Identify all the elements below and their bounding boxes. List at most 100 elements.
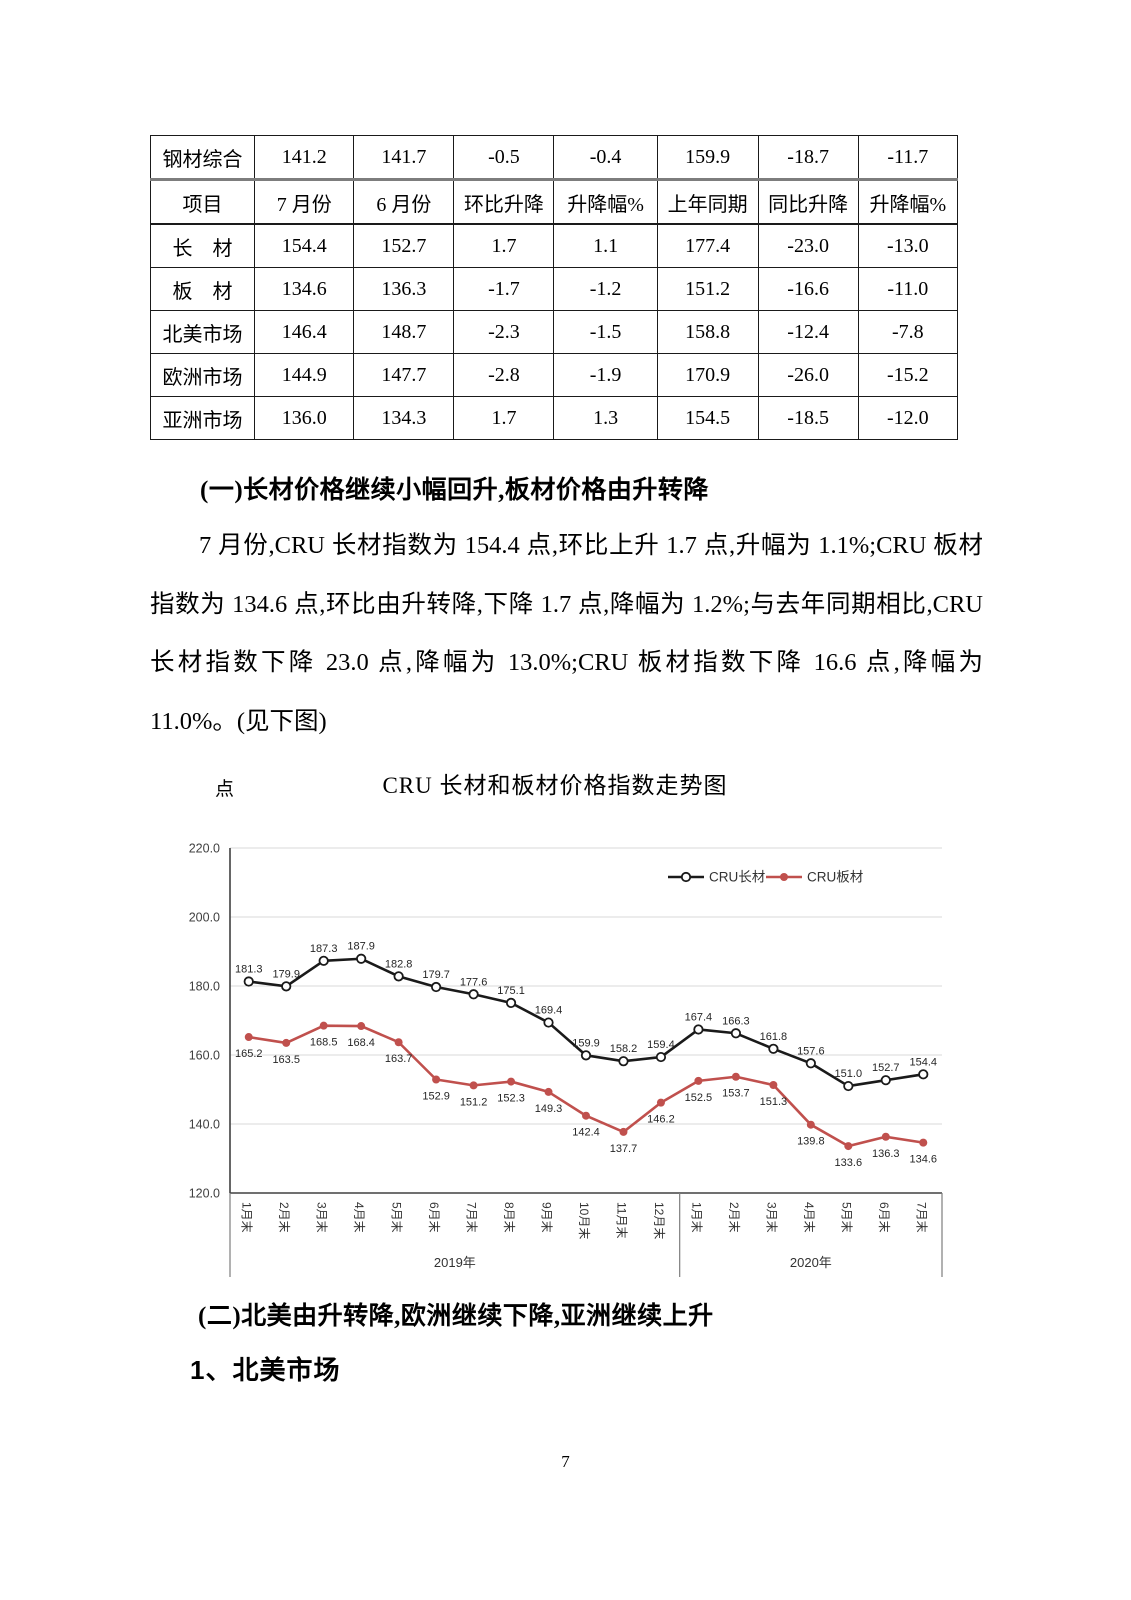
data-point-marker	[656, 1098, 665, 1107]
legend-item-label: CRU板材	[807, 870, 863, 885]
data-label: 187.9	[347, 941, 375, 953]
row-label-cell: 欧洲市场	[149, 353, 256, 397]
data-label: 151.2	[460, 1096, 488, 1108]
value-cell: 141.7	[353, 135, 455, 181]
data-label: 152.3	[497, 1093, 525, 1105]
table-row: 北美市场 146.4 148.7 -2.3 -1.5 158.8 -12.4 -7.8	[149, 310, 959, 354]
data-label: 179.7	[422, 969, 450, 981]
value-cell: 141.2	[254, 135, 355, 181]
table-header-row: 项目 7 月份 6 月份 环比升降 升降幅% 上年同期 同比升降 升降幅%	[149, 179, 959, 225]
data-label: 163.7	[385, 1053, 413, 1065]
trend-chart-svg: 220.0 200.0 180.0 160.0 140.0 120.0 1月末 2月末 3月末 4…	[189, 842, 943, 1277]
value-cell: -12.0	[857, 396, 959, 440]
data-label: 166.3	[722, 1015, 750, 1027]
legend-item-label: CRU长材	[709, 870, 765, 885]
legend-marker-icon	[780, 873, 788, 881]
data-point-marker	[618, 1056, 629, 1067]
data-label: 159.9	[572, 1037, 600, 1049]
data-point-marker	[319, 1021, 328, 1030]
table-row: 亚洲市场 136.0 134.3 1.7 1.3 154.5 -18.5 -12.0	[149, 396, 959, 440]
value-cell: -13.0	[857, 223, 959, 268]
data-point-marker	[918, 1069, 929, 1080]
value-cell: -2.8	[453, 353, 555, 397]
month-tick-label: 4月末	[802, 1202, 816, 1233]
value-cell: 152.7	[353, 223, 455, 268]
y-axis-tick-label: 180.0	[189, 980, 220, 994]
chart-y-unit-label: 点	[215, 779, 235, 800]
value-cell: -11.0	[857, 267, 959, 311]
data-point-marker	[693, 1024, 704, 1035]
value-cell: -0.5	[453, 135, 555, 181]
value-cell: 1.1	[553, 223, 658, 268]
data-point-marker	[243, 976, 254, 987]
chart-header: 点 CRU 长材和板材价格指数走势图	[160, 762, 950, 804]
section-1-paragraph: 7 月份,CRU 长材指数为 154.4 点,环比上升 1.7 点,升幅为 1.…	[150, 532, 983, 735]
section-1-heading: (一)长材价格继续小幅回升,板材价格由升转降	[200, 477, 709, 504]
month-tick-label: 6月末	[427, 1202, 441, 1233]
data-point-marker	[393, 971, 404, 982]
row-label-cell: 北美市场	[149, 310, 256, 354]
data-label: 167.4	[685, 1011, 713, 1023]
value-cell: 环比升降	[453, 179, 555, 225]
row-label-cell: 板 材	[149, 267, 256, 311]
data-label: 134.6	[909, 1154, 937, 1166]
value-cell: 136.3	[353, 267, 455, 311]
value-cell: 134.6	[254, 267, 355, 311]
data-label: 175.1	[497, 985, 525, 997]
value-cell: 134.3	[353, 396, 455, 440]
data-point-marker	[431, 981, 442, 993]
value-cell: -2.3	[453, 310, 555, 354]
row-label-cell: 钢材综合	[149, 135, 256, 181]
value-cell: 148.7	[353, 310, 455, 354]
year-label: 2019年	[434, 1255, 476, 1270]
row-label-cell: 长 材	[149, 223, 256, 268]
price-index-table: 钢材综合 141.2 141.7 -0.5 -0.4 159.9 -18.7 -11.7 项目 7…	[149, 135, 959, 440]
value-cell: 177.4	[656, 223, 759, 268]
data-point-marker	[731, 1072, 740, 1081]
value-cell: -12.4	[757, 310, 859, 354]
month-tick-label: 2月末	[727, 1202, 741, 1233]
data-label: 139.8	[797, 1136, 825, 1148]
data-label: 154.4	[909, 1056, 937, 1068]
data-label: 151.3	[760, 1096, 788, 1108]
value-cell: 1.7	[453, 396, 555, 440]
row-label-cell: 项目	[149, 179, 256, 225]
month-tick-label: 7月末	[914, 1202, 928, 1233]
value-cell: 147.7	[353, 353, 455, 397]
value-cell: 144.9	[254, 353, 355, 397]
data-label: 168.4	[347, 1037, 375, 1049]
value-cell: -16.6	[757, 267, 859, 311]
data-point-marker	[356, 953, 367, 964]
data-label: 163.5	[272, 1054, 300, 1066]
y-axis-tick-label: 160.0	[189, 1049, 220, 1063]
data-point-marker	[468, 989, 479, 1000]
data-point-marker	[843, 1080, 854, 1092]
value-cell: -11.7	[857, 135, 959, 181]
y-axis-tick-label: 140.0	[189, 1118, 220, 1132]
value-cell: 1.7	[453, 223, 555, 268]
data-label: 153.7	[722, 1088, 750, 1100]
data-label: 181.3	[235, 964, 263, 976]
data-point-marker	[281, 981, 292, 992]
table-row: 长 材 154.4 152.7 1.7 1.1 177.4 -23.0 -13.0	[149, 223, 959, 268]
data-point-marker	[919, 1138, 928, 1147]
month-tick-label: 3月末	[315, 1202, 329, 1233]
data-label: 177.6	[460, 976, 488, 988]
section-2-subheading: 1、北美市场	[190, 1355, 341, 1385]
chart-title: CRU 长材和板材价格指数走势图	[382, 773, 728, 798]
value-cell: 146.4	[254, 310, 355, 354]
y-axis-tick-label: 220.0	[189, 842, 220, 856]
data-point-marker	[318, 955, 329, 966]
data-point-marker	[357, 1022, 366, 1031]
price-table-body: 钢材综合 141.2 141.7 -0.5 -0.4 159.9 -18.7 -11.7 项目 7…	[149, 135, 959, 440]
data-point-marker	[282, 1038, 291, 1047]
value-cell: 同比升降	[757, 179, 859, 225]
data-label: 182.8	[385, 958, 413, 970]
month-tick-label: 7月末	[465, 1202, 479, 1233]
data-point-marker	[619, 1127, 628, 1136]
table-row: 板 材 134.6 136.3 -1.7 -1.2 151.2 -16.6 -11.0	[149, 267, 959, 311]
data-point-marker	[544, 1087, 553, 1096]
data-point-marker	[507, 1077, 516, 1086]
data-label: 158.2	[610, 1043, 638, 1055]
data-point-marker	[543, 1017, 554, 1028]
